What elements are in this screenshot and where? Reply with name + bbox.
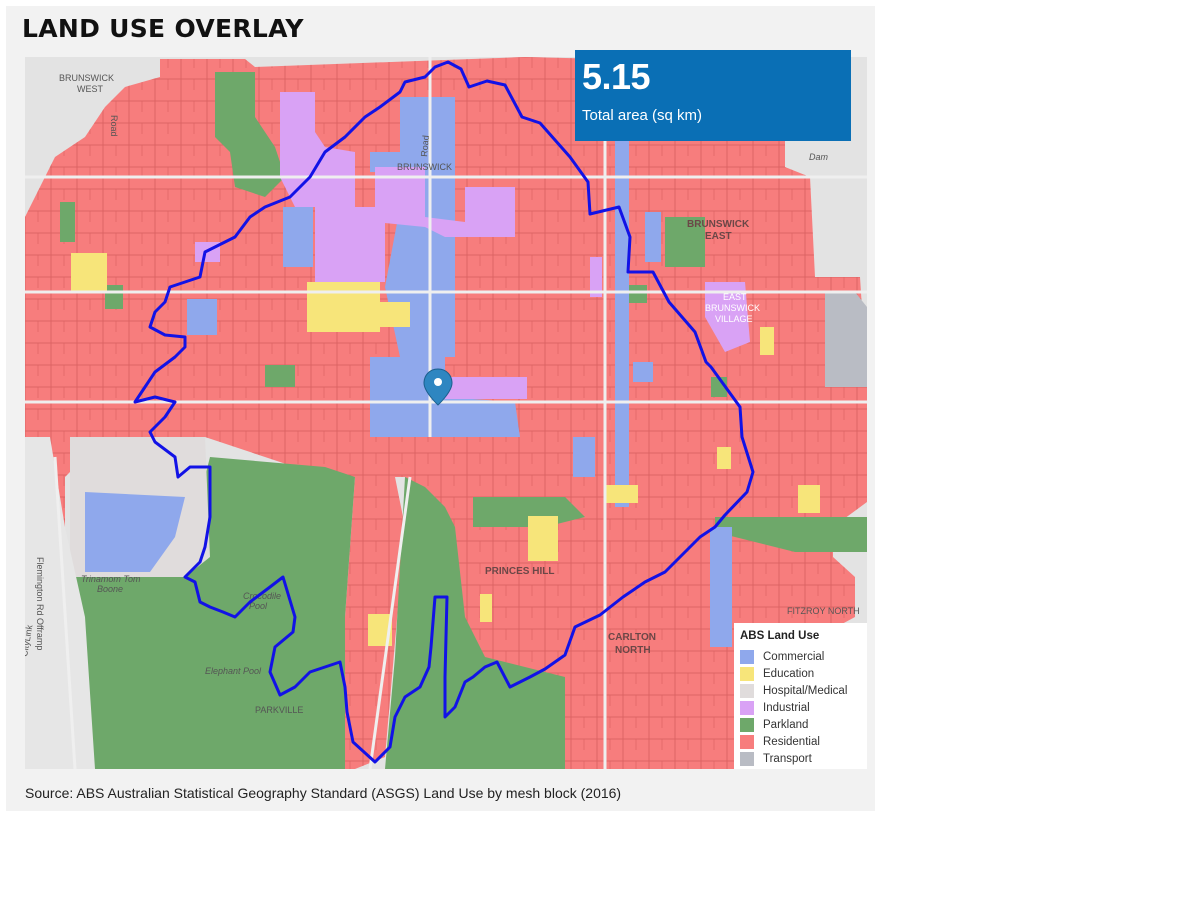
legend-label: Hospital/Medical — [763, 685, 848, 697]
label-brunswick-west-2: WEST — [77, 84, 104, 94]
legend-label: Residential — [763, 736, 820, 748]
label-trin-tom-1: Trinamom Tom — [81, 574, 141, 584]
land-use-map[interactable]: BRUNSWICK WEST BRUNSWICK BRUNSWICK EAST … — [25, 57, 867, 769]
label-crocodile-pool-2: Pool — [249, 601, 268, 611]
land-use-legend: ABS Land Use Commercial Education Hospit… — [734, 623, 867, 769]
label-crocodile-pool-1: Crocodile — [243, 591, 281, 601]
location-pin-icon[interactable] — [423, 368, 453, 406]
legend-title: ABS Land Use — [740, 630, 820, 642]
legend-swatch — [740, 684, 754, 698]
source-note: Source: ABS Australian Statistical Geogr… — [25, 785, 622, 801]
label-brunswick-west-1: BRUNSWICK — [59, 73, 114, 83]
label-brunswick: BRUNSWICK — [397, 162, 452, 172]
education-areas — [71, 253, 820, 646]
label-trin-tom-2: Boone — [97, 584, 123, 594]
label-brunswick-east-2: EAST — [705, 231, 732, 242]
label-road-2: Road — [419, 135, 431, 157]
total-area-label: Total area (sq km) — [582, 107, 703, 124]
label-flemington: Flemington Rd Offramp — [35, 557, 45, 650]
legend-label: Parkland — [763, 719, 809, 731]
transport-area — [825, 292, 867, 387]
label-princes-hill: PRINCES HILL — [485, 566, 554, 577]
total-area-value: 5.15 — [582, 56, 651, 97]
label-carlton-north-1: CARLTON — [608, 632, 656, 643]
legend-swatch — [740, 735, 754, 749]
map-canvas: BRUNSWICK WEST BRUNSWICK BRUNSWICK EAST … — [25, 57, 867, 769]
freeway-area — [25, 437, 95, 769]
legend-label: Education — [763, 668, 815, 680]
label-fitzroy-north: FITZROY NORTH — [787, 606, 860, 616]
label-brunswick-east-1: BRUNSWICK — [687, 219, 750, 230]
label-elephant-pool: Elephant Pool — [205, 666, 262, 676]
label-ebv-1: EAST — [723, 292, 747, 302]
legend-label: Commercial — [763, 651, 825, 663]
label-ebv-2: BRUNSWICK — [705, 303, 760, 313]
legend-swatch — [740, 667, 754, 681]
label-parkville: PARKVILLE — [255, 705, 303, 715]
label-citylink: CityLink — [25, 624, 35, 658]
label-road: Road — [109, 115, 119, 137]
label-carlton-north-2: NORTH — [615, 645, 651, 656]
total-area-panel: 5.15 Total area (sq km) — [575, 50, 851, 141]
legend-swatch — [740, 718, 754, 732]
page-title: LAND USE OVERLAY — [22, 14, 304, 43]
legend-swatch — [740, 650, 754, 664]
legend-swatch — [740, 701, 754, 715]
study-area-boundary[interactable] — [133, 60, 755, 764]
legend-swatch — [740, 752, 754, 766]
legend-label: Industrial — [763, 702, 810, 714]
label-dam: Dam — [809, 152, 829, 162]
legend-label: Transport — [763, 753, 812, 765]
label-ebv-3: VILLAGE — [715, 314, 753, 324]
